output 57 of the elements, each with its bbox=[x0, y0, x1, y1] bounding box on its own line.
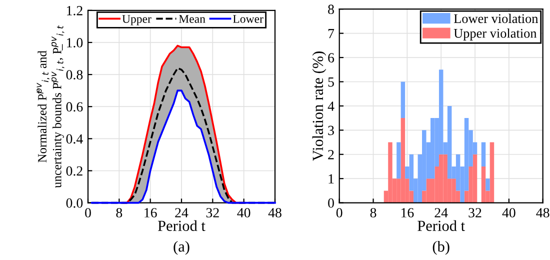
x-tick-label: 8 bbox=[370, 208, 376, 218]
bar bbox=[388, 142, 392, 203]
y-tick-label: 7 bbox=[328, 29, 334, 38]
x-tick-label: 8 bbox=[116, 208, 122, 218]
bar bbox=[447, 106, 452, 179]
y-tick-label: 2 bbox=[328, 150, 334, 160]
bar bbox=[481, 142, 486, 166]
y-tick-label: 0.4 bbox=[66, 134, 83, 144]
line-series bbox=[90, 90, 276, 204]
x-tick-label: 16 bbox=[144, 208, 157, 218]
y-tick-label: 3 bbox=[328, 126, 334, 136]
y-tick-label: 0.2 bbox=[66, 166, 82, 176]
x-axis-title: Period t bbox=[158, 220, 206, 232]
bar bbox=[481, 166, 486, 203]
bar bbox=[443, 154, 448, 203]
y-tick-label: 0.6 bbox=[66, 102, 83, 112]
y-tick-label: 1.2 bbox=[67, 6, 82, 16]
y-tick-label: 4 bbox=[328, 102, 334, 111]
bar bbox=[486, 178, 490, 191]
x-tick-label: 32 bbox=[468, 208, 482, 218]
bar bbox=[430, 118, 435, 179]
y-tick-label: 0.0 bbox=[66, 198, 83, 208]
y-tick-label: 6 bbox=[328, 53, 334, 62]
y-axis-title: Violation rate (%) bbox=[312, 52, 326, 161]
bar bbox=[400, 118, 406, 203]
text: (b) bbox=[432, 240, 450, 255]
bar bbox=[426, 178, 430, 203]
x-tick-label: 32 bbox=[206, 208, 219, 218]
x-tick-label: 48 bbox=[268, 208, 282, 218]
y-tick-label: 8 bbox=[328, 4, 334, 14]
x-tick-label: 24 bbox=[434, 208, 448, 218]
y-tick-label: 5 bbox=[328, 77, 334, 87]
bar bbox=[438, 154, 444, 203]
x-tick-label: 16 bbox=[401, 208, 414, 218]
x-tick-label: 40 bbox=[237, 208, 250, 218]
bar bbox=[400, 82, 406, 118]
y-tick-label: 1.0 bbox=[67, 38, 83, 48]
bar bbox=[472, 154, 478, 203]
legend-label: Lower violation bbox=[454, 14, 538, 24]
x-tick-label: 40 bbox=[502, 208, 516, 218]
legend-label: Lower bbox=[232, 15, 264, 23]
y-tick-label: 0.8 bbox=[66, 70, 83, 80]
y-tick-label: 0 bbox=[328, 198, 334, 208]
legend-label: Mean bbox=[178, 15, 206, 23]
y-tick-label: 1 bbox=[328, 174, 334, 184]
bar bbox=[490, 142, 494, 203]
x-axis-title: Period t bbox=[418, 220, 465, 232]
legend-label: Upper violation bbox=[454, 28, 537, 40]
bar bbox=[396, 142, 401, 179]
text: (a) bbox=[174, 240, 190, 255]
x-tick-label: 0 bbox=[336, 208, 342, 218]
legend-label: Upper bbox=[122, 15, 152, 26]
text: Normalized P̃$^{pv}$$_{i,t}$ and uncertainty bounds P̄$^{pv}$$_{i,t}$, P̲$^{pv}$$_{i,t}$ bbox=[36, 25, 64, 188]
bar bbox=[452, 178, 456, 203]
x-tick-label: 24 bbox=[175, 208, 188, 218]
x-tick-label: 48 bbox=[536, 208, 550, 218]
x-tick-label: 0 bbox=[85, 208, 91, 218]
